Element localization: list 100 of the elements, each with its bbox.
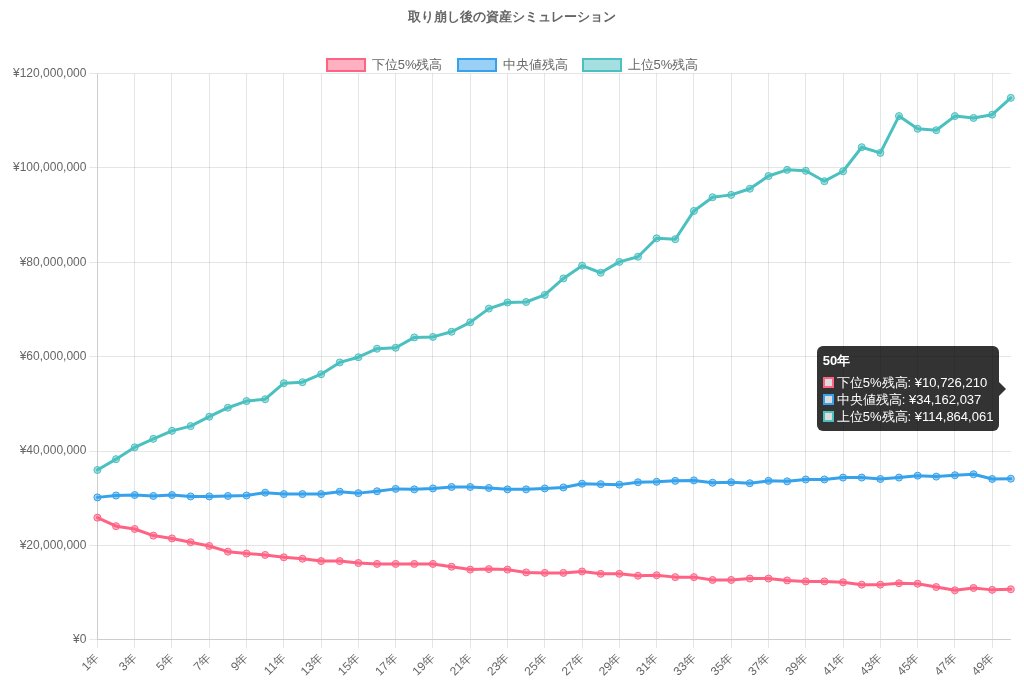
- point: [578, 567, 587, 576]
- point: [205, 492, 214, 501]
- point: [913, 124, 922, 133]
- point: [857, 473, 866, 482]
- point: [410, 559, 419, 568]
- point: [205, 412, 214, 421]
- point: [335, 358, 344, 367]
- point: [261, 550, 270, 559]
- x-tick-label: 17年: [372, 650, 401, 679]
- point: [317, 490, 326, 499]
- x-tick-label: 29年: [595, 650, 624, 679]
- point: [708, 575, 717, 584]
- annotation: 50年: [822, 352, 852, 371]
- point: [242, 491, 251, 500]
- point: [689, 206, 698, 215]
- point: [317, 370, 326, 379]
- point: [1006, 585, 1015, 594]
- annotation: 下位5%残高: ¥10,726,210: [836, 373, 988, 392]
- point: [522, 485, 531, 494]
- point: [652, 571, 661, 580]
- point: [223, 403, 232, 412]
- point: [466, 565, 475, 574]
- point: [428, 484, 437, 493]
- point: [391, 484, 400, 493]
- point: [540, 484, 549, 493]
- point: [764, 476, 773, 485]
- point: [876, 580, 885, 589]
- point: [335, 557, 344, 566]
- point: [689, 573, 698, 582]
- point: [783, 165, 792, 174]
- point: [112, 491, 121, 500]
- x-tick-label: 9年: [227, 650, 251, 674]
- point: [950, 586, 959, 595]
- point: [1006, 474, 1015, 483]
- point: [149, 491, 158, 500]
- point: [261, 488, 270, 497]
- point: [167, 426, 176, 435]
- x-tick-label: 35年: [707, 650, 736, 679]
- point: [820, 577, 829, 586]
- point: [335, 487, 344, 496]
- chart-title: 取り崩し後の資産シミュレーション: [407, 9, 616, 25]
- point: [559, 568, 568, 577]
- point: [391, 343, 400, 352]
- annotation: 中央値残高: ¥34,162,037: [836, 390, 982, 409]
- legend-label: 上位5%残高: [627, 56, 699, 74]
- point: [932, 126, 941, 135]
- point: [615, 569, 624, 578]
- x-tick-label: 47年: [931, 650, 960, 679]
- point: [205, 541, 214, 550]
- point: [559, 483, 568, 492]
- point: [540, 568, 549, 577]
- legend-label: 中央値残高: [502, 56, 568, 74]
- y-tick-label: ¥20,000,000: [18, 537, 87, 552]
- x-tick-label: 39年: [782, 650, 811, 679]
- point: [149, 531, 158, 540]
- point: [447, 327, 456, 336]
- point: [727, 575, 736, 584]
- x-tick-label: 11年: [261, 650, 289, 678]
- point: [820, 177, 829, 186]
- annotation: 上位5%残高: ¥114,864,061: [836, 407, 994, 426]
- point: [894, 473, 903, 482]
- point: [167, 491, 176, 500]
- x-tick-label: 1年: [78, 650, 102, 674]
- x-tick-label: 43年: [856, 650, 885, 679]
- point: [186, 422, 195, 431]
- point: [839, 473, 848, 482]
- point: [764, 574, 773, 583]
- point: [540, 290, 549, 299]
- point: [410, 333, 419, 342]
- x-tick-label: 41年: [819, 650, 848, 679]
- point: [988, 585, 997, 594]
- point: [634, 478, 642, 487]
- point: [93, 466, 102, 475]
- point: [671, 235, 680, 244]
- point: [801, 166, 810, 175]
- point: [223, 491, 232, 500]
- point: [167, 534, 176, 543]
- x-tick-label: 49年: [968, 650, 997, 679]
- point: [93, 513, 102, 522]
- point: [298, 490, 307, 499]
- point: [223, 547, 232, 556]
- point: [671, 573, 680, 582]
- point: [783, 576, 792, 585]
- point: [410, 485, 419, 494]
- point: [801, 577, 810, 586]
- point: [894, 579, 903, 588]
- point: [596, 268, 605, 277]
- point: [522, 298, 531, 307]
- point: [596, 569, 605, 578]
- point: [354, 558, 363, 567]
- point: [279, 379, 288, 388]
- y-tick-label: ¥60,000,000: [18, 349, 87, 364]
- point: [373, 344, 382, 353]
- x-tick-label: 21年: [446, 650, 475, 679]
- point: [578, 261, 587, 270]
- point: [186, 492, 195, 501]
- point: [988, 474, 997, 483]
- x-tick-label: 15年: [335, 650, 363, 679]
- y-tick-label: ¥100,000,000: [12, 160, 87, 175]
- point: [373, 559, 382, 568]
